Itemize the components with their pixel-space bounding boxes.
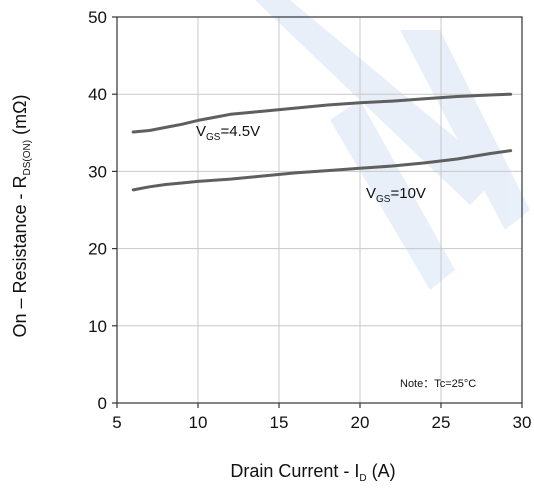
series-label-vgs-10v: VGS=10V: [366, 185, 426, 205]
note-text: Note：Tc=25°C: [400, 378, 476, 390]
y-tick-label-10: 10: [88, 317, 107, 336]
y-axis-title: On – Resistance - RDS(ON) (mΩ): [10, 94, 33, 337]
x-axis: 5 10 15 20 25 30: [112, 403, 531, 432]
series-group: [131, 92, 513, 192]
y-tick-label-0: 0: [98, 394, 107, 413]
x-tick-label-30: 30: [513, 413, 532, 432]
y-axis: 0 10 20 30 40 50: [88, 8, 117, 413]
series-label-vgs-4.5v: VGS=4.5V: [196, 123, 260, 143]
y-tick-label-20: 20: [88, 240, 107, 259]
x-tick-label-15: 15: [270, 413, 289, 432]
series-line-0: [131, 92, 513, 134]
y-tick-label-50: 50: [88, 8, 107, 27]
y-tick-label-30: 30: [88, 162, 107, 181]
series-line-1: [131, 149, 513, 192]
grid: [117, 17, 522, 403]
watermark-logo: [255, 0, 530, 290]
x-tick-label-10: 10: [189, 413, 208, 432]
x-axis-title: Drain Current - ID (A): [230, 461, 395, 484]
plot-border: [116, 16, 523, 404]
x-tick-label-20: 20: [351, 413, 370, 432]
plot-area: 5 10 15 20 25 30 0 10 20 30 40 50: [88, 8, 531, 432]
x-tick-label-25: 25: [432, 413, 451, 432]
x-tick-label-5: 5: [112, 413, 121, 432]
y-tick-label-40: 40: [88, 85, 107, 104]
